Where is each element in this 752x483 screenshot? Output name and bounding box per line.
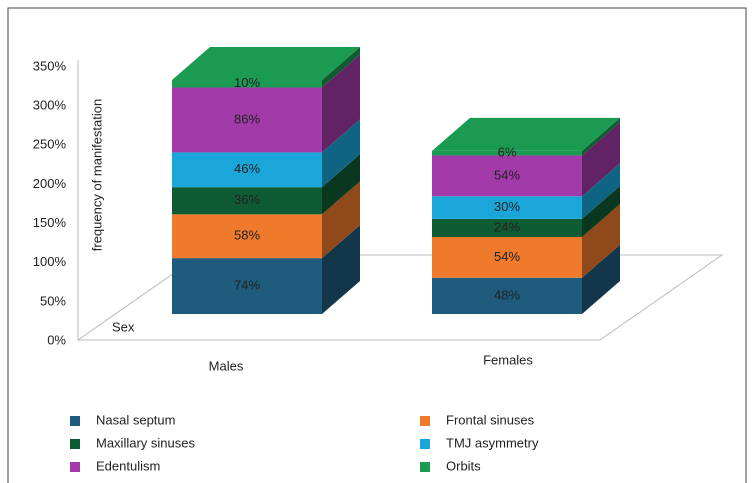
bar-front (432, 277, 582, 314)
value-label: 74% (234, 278, 260, 293)
legend-swatch (420, 416, 430, 426)
value-label: 6% (498, 145, 517, 160)
bar-front (172, 79, 322, 88)
bar-side (582, 122, 620, 197)
bar-front (432, 196, 582, 219)
y-axis-label: frequency of manifestation (89, 99, 104, 251)
bar-front (432, 150, 582, 156)
bar-front (172, 87, 322, 153)
y-tick-label: 350% (33, 58, 67, 73)
x-axis-label: Sex (112, 319, 135, 334)
bar-front (172, 214, 322, 259)
bar-side (322, 46, 360, 88)
value-label: 36% (234, 192, 260, 207)
bar-side (582, 185, 620, 237)
bar-front (432, 155, 582, 197)
bar-side (322, 119, 360, 188)
x-tick-label: Females (483, 352, 533, 367)
bar-side (582, 244, 620, 314)
legend-label: TMJ asymmetry (446, 435, 539, 450)
bar-side (322, 181, 360, 259)
value-label: 24% (494, 219, 520, 234)
legend-label: Edentulism (96, 458, 160, 473)
value-label: 54% (494, 167, 520, 182)
legend-swatch (70, 416, 80, 426)
value-label: 54% (494, 249, 520, 264)
bar-front (172, 187, 322, 215)
y-tick-label: 0% (47, 332, 66, 347)
value-label: 30% (494, 199, 520, 214)
y-tick-label: 300% (33, 98, 67, 113)
floor (76, 254, 724, 341)
value-label: 58% (234, 228, 260, 243)
legend-swatch (420, 462, 430, 472)
bar-side (322, 54, 360, 153)
y-tick-label: 250% (33, 137, 67, 152)
legend-label: Orbits (446, 458, 481, 473)
legend-label: Maxillary sinuses (96, 435, 195, 450)
bar-side (322, 225, 360, 314)
bar-front (172, 152, 322, 188)
bar-top (432, 117, 620, 151)
value-label: 48% (494, 287, 520, 302)
bar-side (582, 203, 620, 278)
value-label: 86% (234, 111, 260, 126)
value-label: 10% (234, 75, 260, 90)
legend-swatch (70, 462, 80, 472)
y-tick-label: 50% (40, 293, 66, 308)
frame (7, 7, 747, 483)
bar-front (432, 236, 582, 278)
y-tick-label: 150% (33, 215, 67, 230)
legend-label: Frontal sinuses (446, 412, 535, 427)
y-tick-label: 200% (33, 176, 67, 191)
legend-swatch (70, 439, 80, 449)
value-label: 46% (234, 161, 260, 176)
y-tick-label: 100% (33, 254, 67, 269)
legend-swatch (420, 439, 430, 449)
bar-side (582, 163, 620, 219)
legend-label: Nasal septum (96, 412, 175, 427)
bar-top (172, 46, 360, 80)
bar-side (322, 154, 360, 215)
bar-front (172, 258, 322, 314)
bar-front (432, 218, 582, 237)
bar-side (582, 117, 620, 156)
x-tick-label: Males (209, 358, 244, 373)
